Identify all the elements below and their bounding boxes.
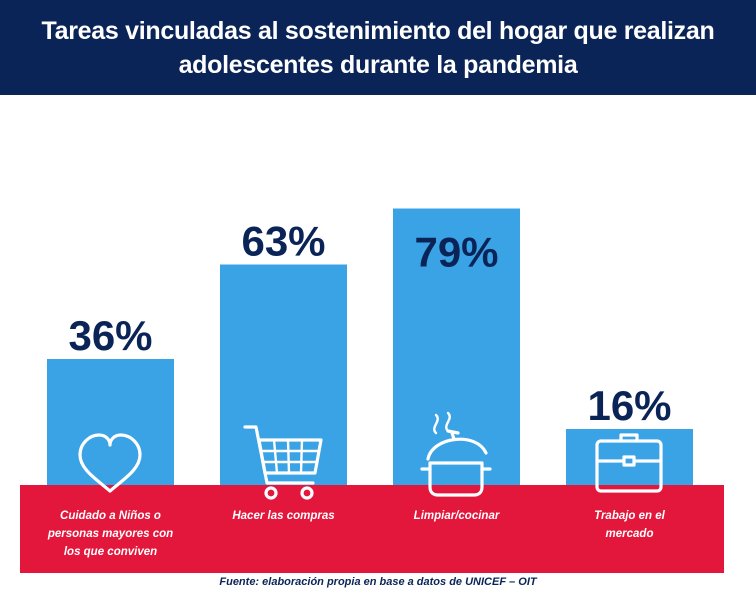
value-label-1: 36% — [68, 312, 152, 359]
category-band — [20, 485, 724, 573]
source-note: Fuente: elaboración propia en base a dat… — [219, 576, 537, 588]
briefcase-icon — [595, 433, 663, 493]
chart-title-line-2: adolescentes durante la pandemia — [178, 50, 578, 79]
category-label-2: Hacer las compras — [232, 510, 334, 522]
heart-icon — [78, 433, 142, 493]
value-label-4: 16% — [587, 382, 671, 429]
category-label-1: Cuidado a Niños o personas mayores con los… — [47, 510, 173, 558]
chart-title: Tareas vinculadas al sostenimiento del h… — [0, 0, 756, 95]
cooking-pot-icon — [420, 411, 492, 497]
value-label-2: 63% — [241, 218, 325, 265]
bar-1 — [47, 359, 174, 485]
value-label-3: 79% — [414, 229, 498, 276]
chart-title-line-1: Tareas vinculadas al sostenimiento del h… — [41, 16, 715, 45]
shopping-cart-icon — [243, 425, 323, 500]
bar-2 — [220, 264, 347, 485]
bar-chart: 36% 63% 79% 16% Cuidado a Niños o personas ma… — [20, 208, 724, 573]
category-label-4: Trabajo en el mercado — [594, 510, 666, 540]
category-label-3: Limpiar/cocinar — [414, 510, 500, 522]
